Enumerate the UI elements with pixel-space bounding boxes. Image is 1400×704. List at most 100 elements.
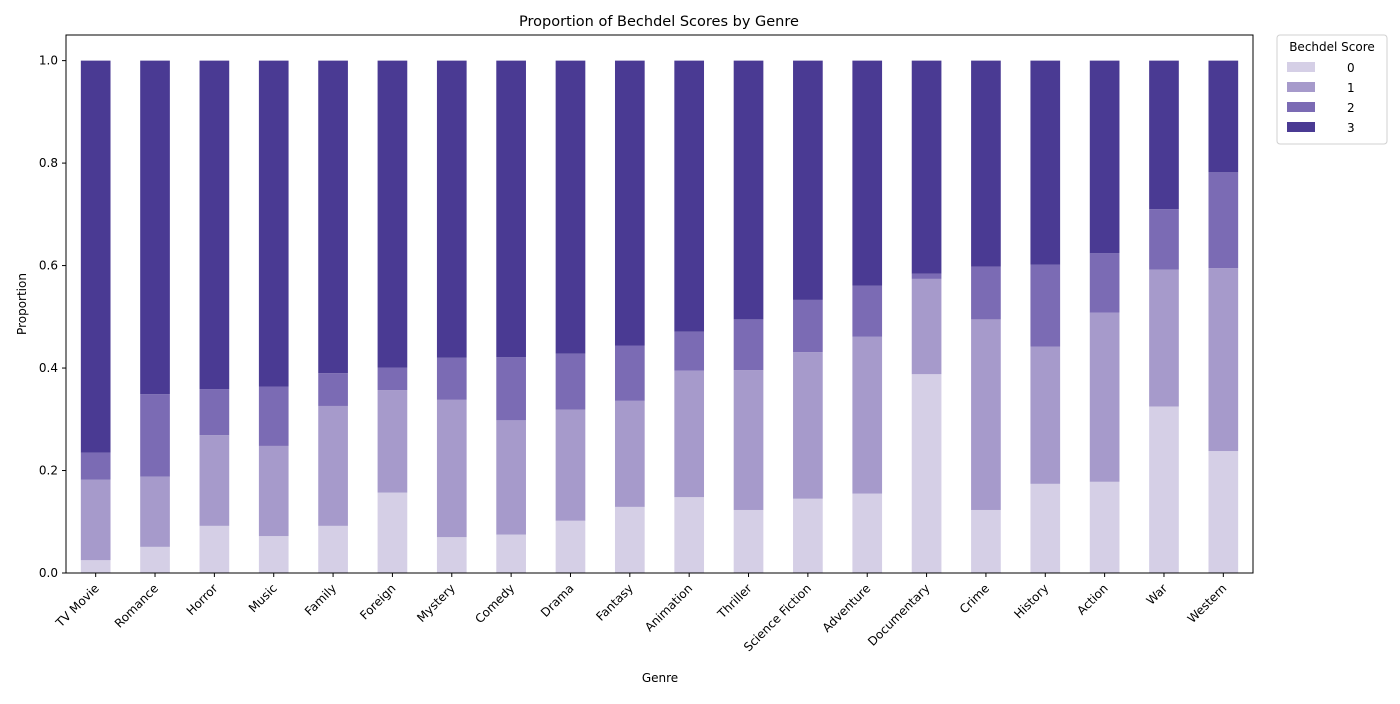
bar-segment (1208, 172, 1239, 269)
legend-label: 0 (1347, 61, 1355, 75)
bar-segment (318, 405, 348, 526)
bar-segment (140, 60, 170, 395)
y-axis-title: Proportion (15, 273, 29, 335)
y-tick-label: 0.8 (39, 156, 58, 170)
plot-frame (65, 34, 1254, 574)
bar-segment (199, 435, 230, 526)
y-tick-label: 0.4 (39, 361, 58, 375)
legend-title: Bechdel Score (1289, 40, 1375, 54)
bar-segment (140, 546, 170, 573)
x-axis-title: Genre (642, 671, 678, 685)
x-tick-label: Mystery (414, 581, 458, 625)
bar-segment (318, 60, 348, 374)
bar-segment (258, 60, 289, 387)
bar-segment (1208, 268, 1239, 452)
bar-segment (793, 498, 823, 573)
x-tick-label: Action (1074, 581, 1110, 617)
bar-segment (140, 476, 170, 547)
bar-segment (436, 357, 467, 400)
y-axis: 0.0 0.2 0.4 0.6 0.8 1.0 (39, 54, 66, 580)
bar-segment (1089, 253, 1120, 313)
legend-label: 3 (1347, 121, 1355, 135)
bar-segment (793, 352, 823, 499)
x-tick-label: Crime (957, 581, 992, 616)
x-tick-label: History (1011, 581, 1051, 621)
bar-segment (614, 400, 645, 507)
x-tick-label: Family (302, 581, 339, 618)
bar-segment (971, 60, 1001, 267)
bar-segment (614, 506, 645, 573)
x-tick-label: Western (1185, 581, 1230, 626)
bar-segment (911, 374, 942, 573)
bar-segment (911, 273, 942, 279)
bar-segment (793, 299, 823, 353)
bar-segment (377, 367, 408, 391)
legend-swatch (1287, 102, 1315, 112)
x-tick-label: Horror (184, 581, 221, 618)
bar-segment (852, 60, 883, 286)
bar-segment (733, 60, 764, 320)
legend-swatch (1287, 62, 1315, 72)
bar-segment (496, 60, 526, 358)
bar-segment (199, 525, 230, 573)
bar-segment (1030, 264, 1061, 347)
bar-segment (1149, 406, 1179, 573)
bar-segment (258, 536, 289, 573)
bar-segment (496, 357, 526, 421)
bar-segment (1149, 269, 1179, 407)
bar-segment (674, 60, 705, 332)
bar-segment (80, 60, 111, 453)
bar-segment (1030, 346, 1061, 484)
y-tick-label: 0.0 (39, 566, 58, 580)
x-tick-label: Drama (538, 581, 577, 620)
x-tick-label: Animation (642, 581, 695, 634)
legend-items: 0 1 2 3 (1287, 61, 1355, 135)
bar-segment (1089, 312, 1120, 482)
bar-segment (199, 389, 230, 436)
bar-segment (733, 370, 764, 510)
bar-segment (793, 60, 823, 300)
bar-segment (496, 420, 526, 535)
legend-label: 1 (1347, 81, 1355, 95)
x-axis: TV Movie Romance Horror Music Family Foreign M… (52, 573, 1229, 654)
bar-segment (555, 60, 586, 354)
bars-layer (80, 60, 1239, 573)
bar-segment (1149, 60, 1179, 210)
legend-swatch (1287, 82, 1315, 92)
bar-segment (1149, 209, 1179, 270)
bar-segment (80, 479, 111, 561)
bar-segment (1208, 60, 1239, 173)
bar-segment (80, 452, 111, 480)
bar-segment (199, 60, 230, 390)
x-tick-label: Fantasy (593, 581, 636, 624)
bar-segment (258, 386, 289, 446)
bar-segment (140, 394, 170, 477)
bar-segment (1089, 60, 1120, 254)
x-tick-label: Romance (112, 581, 161, 630)
chart-title: Proportion of Bechdel Scores by Genre (519, 14, 799, 30)
bar-segment (852, 336, 883, 494)
bar-segment (436, 537, 467, 573)
bar-segment (971, 319, 1001, 510)
y-tick-label: 1.0 (39, 54, 58, 68)
bar-segment (911, 60, 942, 274)
x-tick-label: War (1144, 581, 1170, 607)
bar-segment (555, 520, 586, 573)
bar-segment (377, 492, 408, 573)
x-tick-label: Foreign (357, 581, 398, 622)
bar-segment (911, 278, 942, 375)
bar-segment (971, 266, 1001, 320)
bar-segment (1089, 481, 1120, 573)
legend-label: 2 (1347, 101, 1355, 115)
bar-segment (377, 390, 408, 493)
x-tick-label: Music (246, 581, 280, 615)
bar-segment (436, 399, 467, 538)
bar-segment (318, 525, 348, 573)
bar-segment (674, 497, 705, 573)
x-tick-label: Thriller (714, 581, 754, 621)
y-tick-label: 0.6 (39, 259, 58, 273)
bar-segment (852, 493, 883, 573)
bar-segment (318, 373, 348, 406)
